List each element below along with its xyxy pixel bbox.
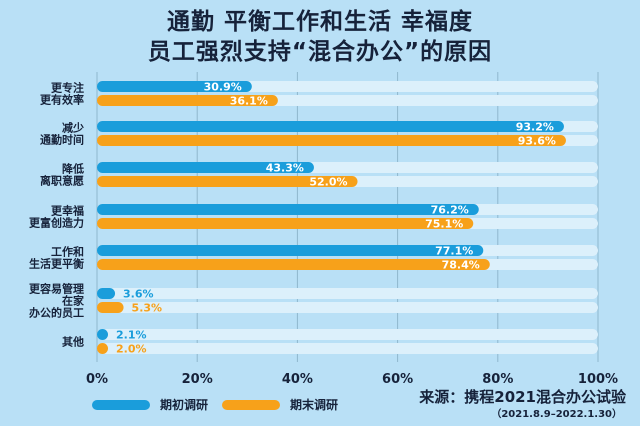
category-label: 更容易管理 bbox=[29, 282, 84, 296]
bar bbox=[97, 218, 474, 229]
x-tick-label: 100% bbox=[578, 372, 618, 387]
chart-title-line-1: 通勤 平衡工作和生活 幸福度 bbox=[166, 9, 473, 35]
bar bbox=[97, 204, 479, 215]
x-tick-label: 40% bbox=[282, 372, 313, 387]
category-label: 更幸福 bbox=[51, 204, 84, 218]
bar bbox=[97, 121, 564, 132]
data-label: 43.3% bbox=[266, 162, 304, 175]
data-label: 76.2% bbox=[431, 204, 469, 217]
category-label: 工作和 bbox=[51, 245, 84, 259]
data-label: 93.2% bbox=[516, 121, 554, 134]
category-label: 离职意愿 bbox=[40, 174, 84, 188]
bar bbox=[97, 81, 252, 92]
data-label: 2.1% bbox=[116, 329, 147, 342]
bar bbox=[97, 95, 278, 106]
category-label: 在家 bbox=[62, 294, 85, 308]
bar bbox=[97, 288, 116, 299]
bar bbox=[97, 245, 484, 256]
data-label: 75.1% bbox=[425, 218, 463, 231]
bar bbox=[97, 135, 566, 146]
data-label: 5.3% bbox=[132, 302, 163, 315]
legend-label-series-1: 期初调研 bbox=[160, 398, 209, 412]
legend-item-series-1: 期初调研 bbox=[92, 396, 208, 413]
bar-track bbox=[97, 343, 598, 354]
bar-track bbox=[97, 329, 598, 340]
bar bbox=[97, 343, 108, 354]
source-label: 来源：携程2021混合办公试验 bbox=[419, 388, 626, 406]
bar-track bbox=[97, 302, 598, 313]
data-label: 77.1% bbox=[435, 245, 473, 258]
bar bbox=[97, 259, 490, 270]
data-label: 3.6% bbox=[123, 288, 154, 301]
data-label: 30.9% bbox=[204, 81, 242, 94]
x-tick-label: 0% bbox=[86, 372, 108, 387]
data-label: 2.0% bbox=[116, 343, 147, 356]
bar-track bbox=[97, 288, 598, 299]
data-label: 78.4% bbox=[442, 259, 480, 272]
category-label: 生活更平衡 bbox=[29, 257, 84, 271]
category-label: 降低 bbox=[62, 162, 84, 176]
x-tick-label: 80% bbox=[482, 372, 513, 387]
legend-label-series-2: 期末调研 bbox=[290, 398, 339, 412]
category-label: 更富创造力 bbox=[29, 216, 84, 230]
legend-swatch-series-2 bbox=[222, 399, 280, 410]
bar bbox=[97, 162, 314, 173]
chart-title-line-2: 员工强烈支持“混合办公”的原因 bbox=[147, 39, 493, 65]
category-label: 减少 bbox=[62, 121, 84, 135]
data-label: 93.6% bbox=[518, 135, 556, 148]
source-date-range: （2021.8.9–2022.1.30） bbox=[491, 409, 622, 420]
category-label: 更专注 bbox=[51, 81, 84, 95]
category-label: 办公的员工 bbox=[29, 306, 84, 320]
legend-item-series-2: 期末调研 bbox=[222, 396, 338, 413]
bar bbox=[97, 302, 124, 313]
data-label: 36.1% bbox=[230, 95, 268, 108]
bar bbox=[97, 176, 358, 187]
category-label: 通勤时间 bbox=[40, 133, 84, 147]
legend-swatch-series-1 bbox=[92, 399, 150, 410]
x-tick-label: 60% bbox=[382, 372, 413, 387]
category-label: 其他 bbox=[62, 335, 84, 349]
bar bbox=[97, 329, 108, 340]
x-tick-label: 20% bbox=[182, 372, 213, 387]
category-label: 更有效率 bbox=[40, 93, 84, 107]
data-label: 52.0% bbox=[309, 176, 347, 189]
